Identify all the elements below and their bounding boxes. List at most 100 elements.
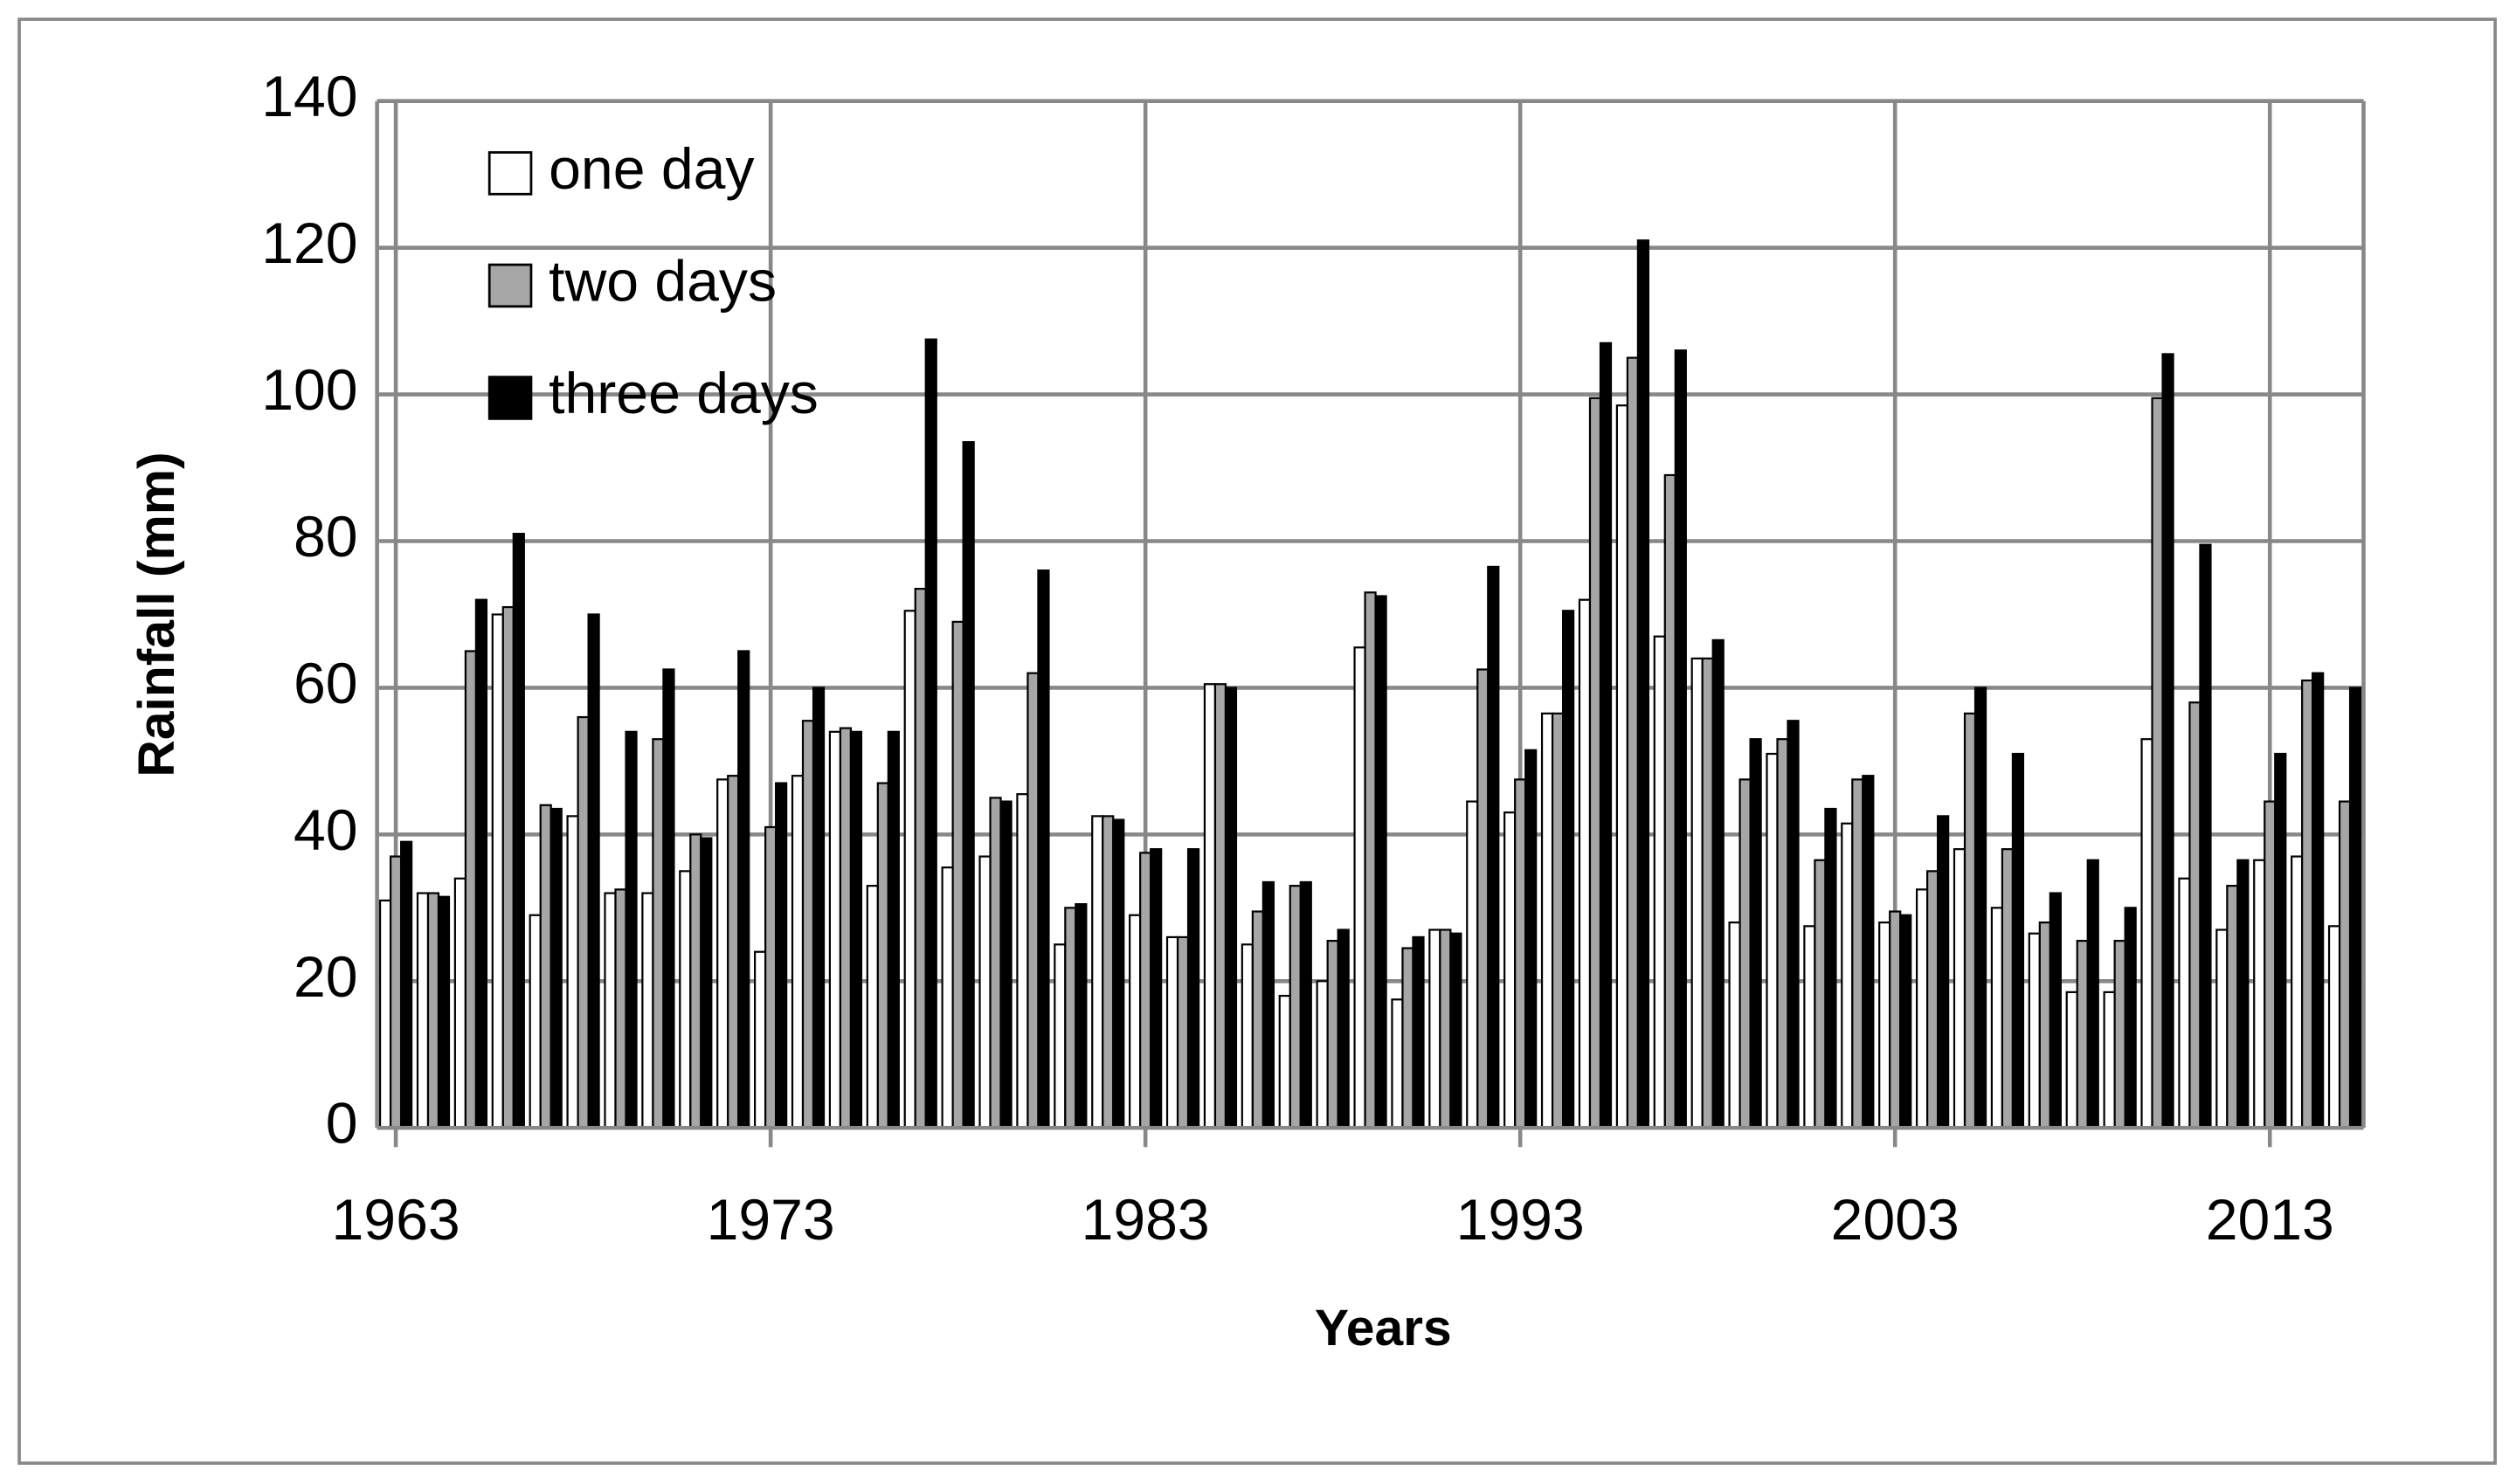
bar — [1588, 397, 1602, 1129]
bar — [662, 668, 675, 1129]
bar — [512, 533, 525, 1129]
bar — [1540, 712, 1554, 1129]
legend-swatch — [487, 151, 533, 196]
bar — [1112, 818, 1125, 1129]
bar — [689, 833, 702, 1129]
bar — [1241, 943, 1254, 1129]
bar — [501, 605, 515, 1129]
bar — [1626, 356, 1640, 1129]
bar — [812, 687, 826, 1129]
bar — [1990, 907, 2004, 1129]
x-axis-title: Years — [1315, 1300, 1452, 1356]
bar — [2151, 397, 2164, 1129]
bar — [775, 782, 788, 1129]
chart-border — [17, 17, 2497, 1465]
bar — [989, 797, 1002, 1129]
bar — [1878, 921, 1891, 1129]
bar — [1224, 687, 1238, 1129]
bar — [1766, 752, 1779, 1129]
bar — [491, 613, 504, 1129]
bar — [1738, 778, 1752, 1129]
bar — [1091, 815, 1104, 1129]
bar — [464, 650, 477, 1129]
bar — [1203, 683, 1217, 1129]
x-tick-label: 1973 — [707, 1188, 835, 1253]
bar — [2103, 990, 2116, 1129]
bar — [1674, 349, 1687, 1129]
bar — [2028, 932, 2041, 1129]
bar — [1524, 749, 1538, 1129]
y-axis-title: Rainfall (mm) — [128, 452, 185, 777]
bar — [1551, 712, 1565, 1129]
bar — [1803, 925, 1816, 1129]
bar — [1449, 932, 1462, 1129]
bar — [2253, 859, 2266, 1129]
y-tick-label: 60 — [294, 652, 358, 716]
bar — [1016, 793, 1029, 1129]
bar — [1326, 940, 1339, 1129]
bar — [2161, 353, 2174, 1129]
bar — [604, 892, 617, 1129]
bar — [416, 892, 430, 1129]
bar — [1364, 591, 1377, 1129]
bar — [1615, 404, 1628, 1129]
bar — [1636, 239, 1650, 1129]
bar — [614, 888, 627, 1129]
x-tick-label: 1963 — [332, 1188, 460, 1253]
bar — [1578, 598, 1592, 1129]
bar — [1503, 811, 1517, 1129]
bar — [1776, 738, 1789, 1129]
y-tick-label: 40 — [294, 798, 358, 863]
bar — [1514, 778, 1527, 1129]
bar — [2236, 859, 2250, 1129]
bar — [727, 775, 740, 1129]
bar — [1749, 738, 1762, 1129]
bar — [2140, 738, 2153, 1129]
bar — [2011, 752, 2025, 1129]
bar — [587, 613, 600, 1129]
bar — [1353, 646, 1366, 1129]
bar — [1213, 683, 1227, 1129]
bar — [529, 914, 542, 1129]
bar — [1851, 778, 1864, 1129]
bar — [437, 895, 451, 1129]
bar — [550, 807, 563, 1129]
bar — [887, 730, 900, 1129]
bar — [2301, 679, 2314, 1129]
x-tick-label: 1993 — [1456, 1188, 1585, 1253]
bar — [2291, 855, 2304, 1129]
bar — [828, 730, 842, 1129]
bar — [1814, 859, 1827, 1129]
bar — [453, 877, 467, 1129]
bar — [1862, 775, 1875, 1129]
bar — [1476, 668, 1490, 1129]
bar — [2264, 800, 2277, 1129]
bar — [962, 441, 975, 1129]
bar — [1251, 910, 1264, 1129]
bar — [2274, 752, 2287, 1129]
bar — [1561, 610, 1575, 1129]
bar — [2215, 928, 2229, 1129]
bar — [641, 892, 654, 1129]
bar — [849, 730, 863, 1129]
legend-label: one day — [549, 137, 754, 202]
legend-swatch — [487, 263, 533, 308]
bar — [1953, 848, 1966, 1129]
bar — [1075, 903, 1088, 1129]
bar — [791, 775, 805, 1129]
y-tick-label: 100 — [261, 358, 357, 423]
bar — [1937, 815, 1950, 1129]
bar — [866, 885, 879, 1129]
bar — [1165, 935, 1179, 1129]
bar — [1037, 569, 1050, 1129]
bar — [1412, 935, 1425, 1129]
bar — [1261, 880, 1275, 1129]
bar — [2001, 848, 2015, 1129]
x-tick-label: 2003 — [1831, 1188, 1960, 1253]
bar — [566, 815, 579, 1129]
bar — [737, 650, 750, 1129]
bar — [1150, 848, 1163, 1129]
bar — [1054, 943, 1067, 1129]
bar — [399, 840, 413, 1129]
bar — [2327, 925, 2341, 1129]
